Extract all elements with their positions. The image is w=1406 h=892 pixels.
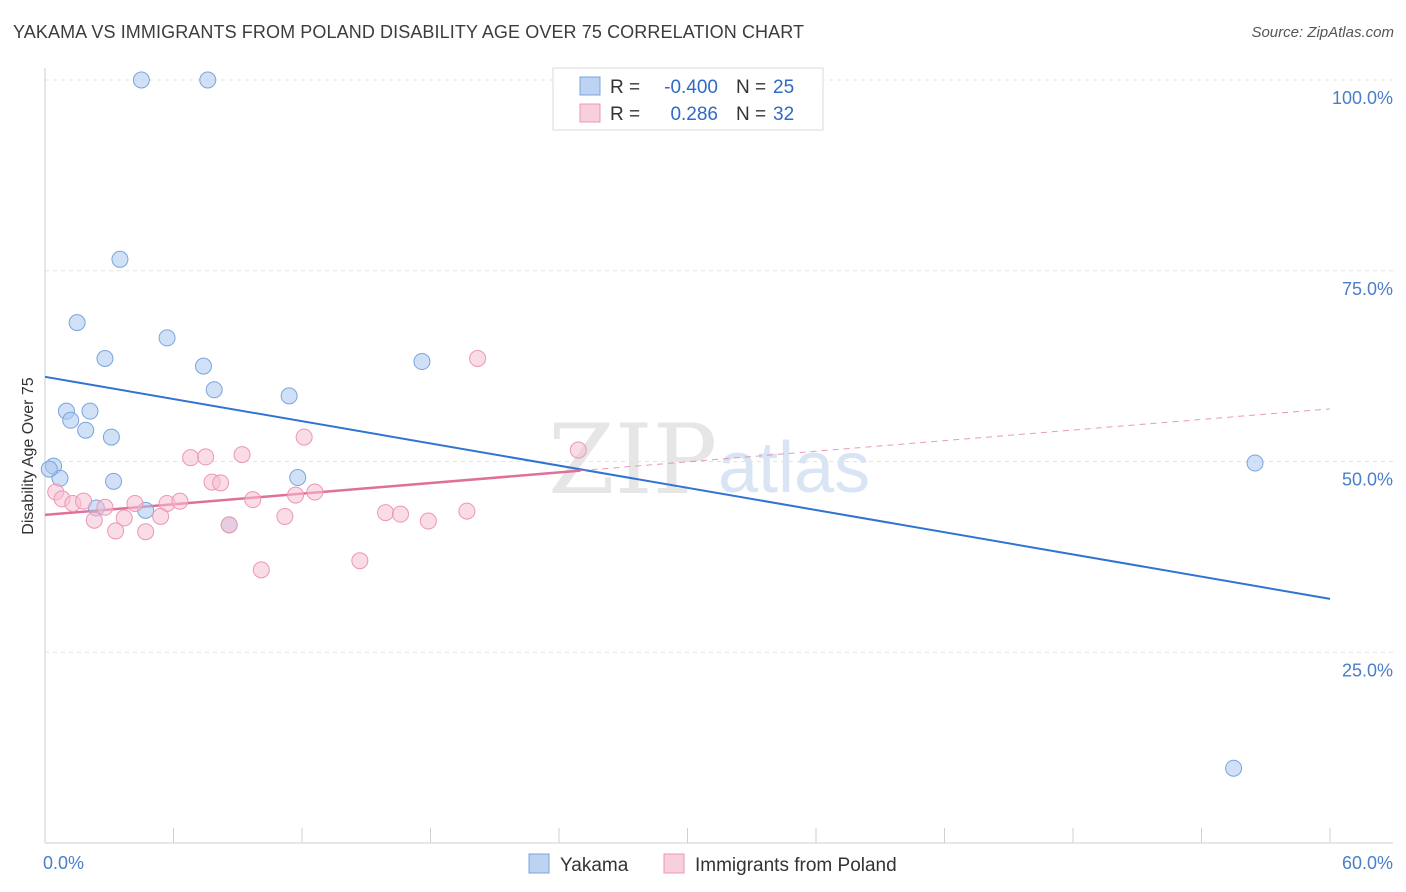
bottom-legend-swatch-yakama: [528, 853, 550, 874]
point-poland-0: [469, 349, 487, 367]
watermark-atlas: atlas: [718, 428, 870, 508]
point-yakama-18: [289, 469, 307, 487]
bottom-legend-label-yakama: Yakama: [560, 855, 629, 876]
point-poland-31: [351, 552, 369, 570]
point-yakama-23: [1225, 759, 1243, 777]
grid-lines: [45, 79, 1393, 653]
point-poland-4: [182, 449, 200, 467]
y-tick-label-100: 100.0%: [1332, 88, 1393, 108]
point-poland-19: [458, 502, 476, 520]
point-yakama-1: [199, 71, 217, 89]
point-poland-22: [276, 507, 294, 525]
point-yakama-0: [132, 71, 150, 89]
legend-n-label-2: N =: [736, 104, 766, 125]
y-tick-label-25: 25.0%: [1342, 660, 1393, 680]
point-poland-26: [419, 512, 437, 530]
point-poland-23: [152, 507, 170, 525]
legend-n-value-2: 32: [773, 104, 794, 125]
legend-r-label-1: R =: [610, 77, 640, 98]
point-yakama-2: [111, 250, 129, 268]
y-axis-label: Disability Age Over 75: [20, 377, 37, 535]
point-poland-21: [392, 505, 410, 523]
legend-swatch-yakama: [579, 76, 601, 96]
correlation-legend: R = -0.400 N = 25 R = 0.286 N = 32: [552, 67, 824, 131]
point-poland-3: [233, 446, 251, 464]
point-poland-1: [569, 441, 587, 459]
legend-n-value-1: 25: [773, 77, 794, 98]
point-poland-28: [137, 523, 155, 541]
point-yakama-14: [102, 428, 120, 446]
x-tick-label-max: 60.0%: [1342, 853, 1393, 873]
bottom-legend-swatch-poland: [663, 853, 685, 874]
point-poland-24: [85, 511, 103, 529]
point-yakama-4: [158, 329, 176, 347]
y-tick-labels: 25.0% 50.0% 75.0% 100.0%: [1332, 88, 1393, 680]
point-poland-27: [107, 522, 125, 540]
point-poland-29: [220, 516, 238, 534]
bottom-legend-label-poland: Immigrants from Poland: [695, 855, 897, 876]
data-points: [40, 71, 1264, 777]
point-yakama-7: [413, 353, 431, 371]
point-poland-7: [212, 474, 230, 492]
point-poland-20: [377, 504, 395, 522]
chart-title: YAKAMA VS IMMIGRANTS FROM POLAND DISABIL…: [13, 22, 805, 42]
point-poland-14: [96, 498, 114, 516]
legend-n-label-1: N =: [736, 77, 766, 98]
point-poland-18: [244, 491, 262, 509]
legend-swatch-poland: [579, 103, 601, 123]
point-yakama-3: [68, 314, 86, 332]
point-poland-8: [306, 483, 324, 501]
point-yakama-24: [40, 460, 58, 478]
y-tick-label-75: 75.0%: [1342, 279, 1393, 299]
point-yakama-17: [105, 472, 123, 490]
point-poland-15: [126, 494, 144, 512]
point-poland-17: [171, 492, 189, 510]
point-yakama-6: [194, 357, 212, 375]
point-poland-25: [115, 509, 133, 527]
point-yakama-12: [62, 411, 80, 429]
watermark-zip: ZIP: [548, 404, 717, 516]
legend-r-value-2: 0.286: [670, 104, 718, 125]
axes: [44, 68, 1393, 844]
point-yakama-9: [280, 387, 298, 405]
point-yakama-11: [81, 402, 99, 420]
point-yakama-8: [205, 381, 223, 399]
legend-r-label-2: R =: [610, 104, 640, 125]
point-poland-9: [287, 486, 305, 504]
point-yakama-13: [77, 421, 95, 439]
y-tick-label-50: 50.0%: [1342, 470, 1393, 490]
x-tick-label-min: 0.0%: [43, 853, 84, 873]
point-poland-2: [295, 428, 313, 446]
point-poland-30: [252, 561, 270, 579]
chart-source: Source: ZipAtlas.com: [1251, 24, 1394, 41]
series-legend: Yakama Immigrants from Poland: [528, 853, 897, 876]
point-poland-5: [197, 448, 215, 466]
legend-r-value-1: -0.400: [664, 77, 718, 98]
point-poland-13: [75, 492, 93, 510]
trend-line-yakama: [44, 375, 1331, 600]
point-yakama-5: [96, 349, 114, 367]
point-yakama-22: [1246, 454, 1264, 472]
trend-line-poland-extension: [580, 408, 1331, 472]
